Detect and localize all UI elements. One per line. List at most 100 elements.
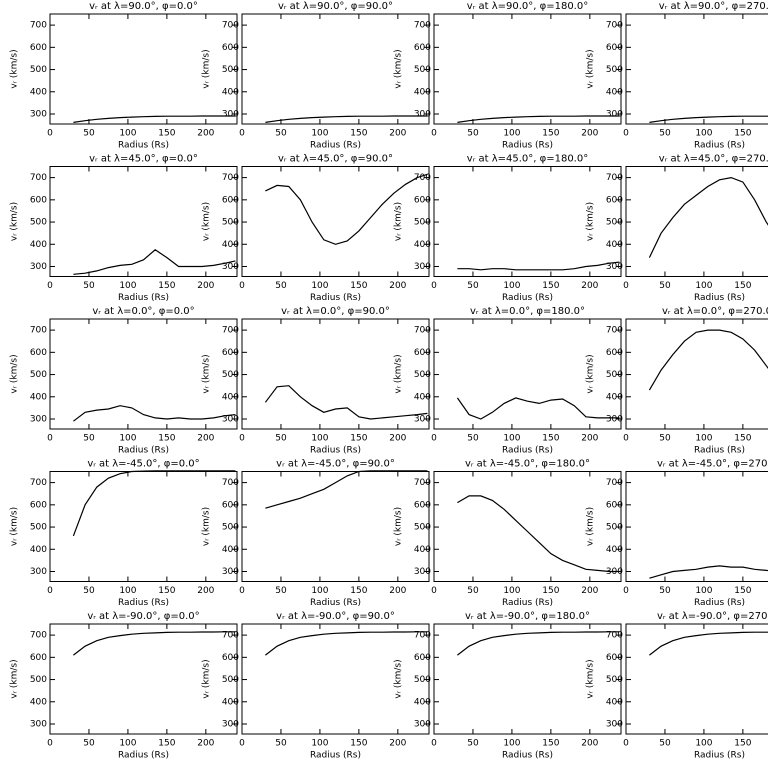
y-tick-label: 600	[414, 653, 431, 663]
y-tick-label: 300	[30, 415, 47, 425]
x-tick-label: 100	[311, 434, 328, 444]
y-tick-label: 300	[30, 262, 47, 272]
x-tick-label: 50	[83, 281, 95, 291]
data-line	[265, 470, 428, 509]
x-axis-label: Radius (Rs)	[118, 141, 169, 151]
y-axis-label: vᵣ (km/s)	[202, 659, 212, 698]
x-tick-label: 50	[467, 586, 479, 596]
y-tick-label: 300	[606, 110, 623, 120]
x-tick-label: 150	[350, 739, 367, 749]
x-tick-label: 200	[581, 281, 598, 291]
x-tick-label: 50	[659, 739, 671, 749]
x-axis-label: Radius (Rs)	[502, 598, 553, 608]
x-tick-label: 0	[431, 129, 437, 139]
x-axis-label: Radius (Rs)	[694, 446, 745, 456]
y-tick-label: 400	[222, 87, 239, 97]
y-axis-label: vᵣ (km/s)	[10, 354, 20, 393]
y-tick-label: 700	[222, 478, 239, 488]
x-tick-label: 0	[431, 281, 437, 291]
x-tick-label: 150	[734, 129, 751, 139]
y-axis-label: vᵣ (km/s)	[586, 354, 596, 393]
x-tick-label: 100	[311, 739, 328, 749]
y-tick-label: 600	[606, 653, 623, 663]
y-tick-label: 500	[414, 65, 431, 75]
data-line	[457, 631, 620, 656]
y-tick-label: 400	[606, 240, 623, 250]
y-tick-label: 700	[30, 173, 47, 183]
y-tick-label: 500	[606, 218, 623, 228]
y-tick-label: 300	[414, 262, 431, 272]
x-tick-label: 50	[275, 434, 287, 444]
y-tick-label: 600	[222, 195, 239, 205]
x-tick-label: 200	[197, 739, 214, 749]
y-tick-label: 700	[606, 173, 623, 183]
y-tick-label: 400	[414, 87, 431, 97]
x-tick-label: 0	[239, 586, 245, 596]
data-line	[649, 565, 768, 579]
chart-title: vᵣ at λ=0.0°, φ=90.0°	[281, 306, 390, 317]
y-tick-label: 700	[414, 21, 431, 31]
y-tick-label: 300	[414, 415, 431, 425]
y-tick-label: 500	[222, 218, 239, 228]
x-tick-label: 150	[542, 129, 559, 139]
x-tick-label: 0	[47, 586, 53, 596]
y-tick-label: 400	[606, 392, 623, 402]
x-tick-label: 200	[581, 739, 598, 749]
x-tick-label: 50	[467, 129, 479, 139]
chart-title: vᵣ at λ=0.0°, φ=0.0°	[92, 306, 194, 317]
x-tick-label: 100	[695, 739, 712, 749]
y-tick-label: 500	[30, 65, 47, 75]
x-tick-label: 50	[659, 434, 671, 444]
x-axis-label: Radius (Rs)	[502, 446, 553, 456]
x-tick-label: 100	[119, 434, 136, 444]
y-tick-label: 300	[222, 110, 239, 120]
x-axis-label: Radius (Rs)	[310, 293, 361, 303]
plot-frame	[241, 623, 430, 735]
y-tick-label: 500	[414, 218, 431, 228]
y-tick-label: 300	[222, 415, 239, 425]
x-tick-label: 150	[734, 586, 751, 596]
x-tick-label: 150	[350, 129, 367, 139]
y-tick-label: 700	[222, 631, 239, 641]
x-axis-label: Radius (Rs)	[502, 141, 553, 151]
y-tick-label: 300	[606, 262, 623, 272]
x-tick-label: 0	[47, 129, 53, 139]
y-tick-label: 400	[606, 545, 623, 555]
chart-title: vᵣ at λ=45.0°, φ=90.0°	[278, 154, 393, 165]
y-axis-label: vᵣ (km/s)	[394, 507, 404, 546]
y-tick-label: 300	[30, 720, 47, 730]
plot-frame	[433, 471, 622, 582]
x-tick-label: 200	[389, 434, 406, 444]
x-tick-label: 50	[83, 739, 95, 749]
x-tick-label: 0	[623, 129, 629, 139]
x-tick-label: 100	[503, 434, 520, 444]
x-axis-label: Radius (Rs)	[118, 598, 169, 608]
plot-frame	[241, 318, 430, 430]
y-tick-label: 300	[30, 110, 47, 120]
y-tick-label: 500	[414, 370, 431, 380]
x-tick-label: 50	[83, 586, 95, 596]
y-tick-label: 400	[30, 697, 47, 707]
y-tick-label: 600	[30, 653, 47, 663]
plot-frame	[49, 166, 238, 277]
y-tick-label: 600	[222, 500, 239, 510]
x-tick-label: 50	[659, 281, 671, 291]
x-tick-label: 100	[695, 434, 712, 444]
y-tick-label: 600	[606, 348, 623, 358]
y-tick-label: 300	[222, 720, 239, 730]
y-axis-label: vᵣ (km/s)	[202, 202, 212, 241]
y-axis-label: vᵣ (km/s)	[202, 49, 212, 88]
y-tick-label: 600	[30, 348, 47, 358]
data-line	[649, 115, 768, 123]
x-tick-label: 0	[623, 281, 629, 291]
x-tick-label: 150	[542, 434, 559, 444]
y-tick-label: 300	[222, 262, 239, 272]
x-tick-label: 150	[350, 434, 367, 444]
data-line	[73, 115, 236, 123]
y-tick-label: 400	[414, 392, 431, 402]
x-tick-label: 150	[734, 281, 751, 291]
x-tick-label: 0	[623, 434, 629, 444]
x-tick-label: 150	[542, 281, 559, 291]
x-axis-label: Radius (Rs)	[118, 751, 169, 761]
x-axis-label: Radius (Rs)	[118, 446, 169, 456]
